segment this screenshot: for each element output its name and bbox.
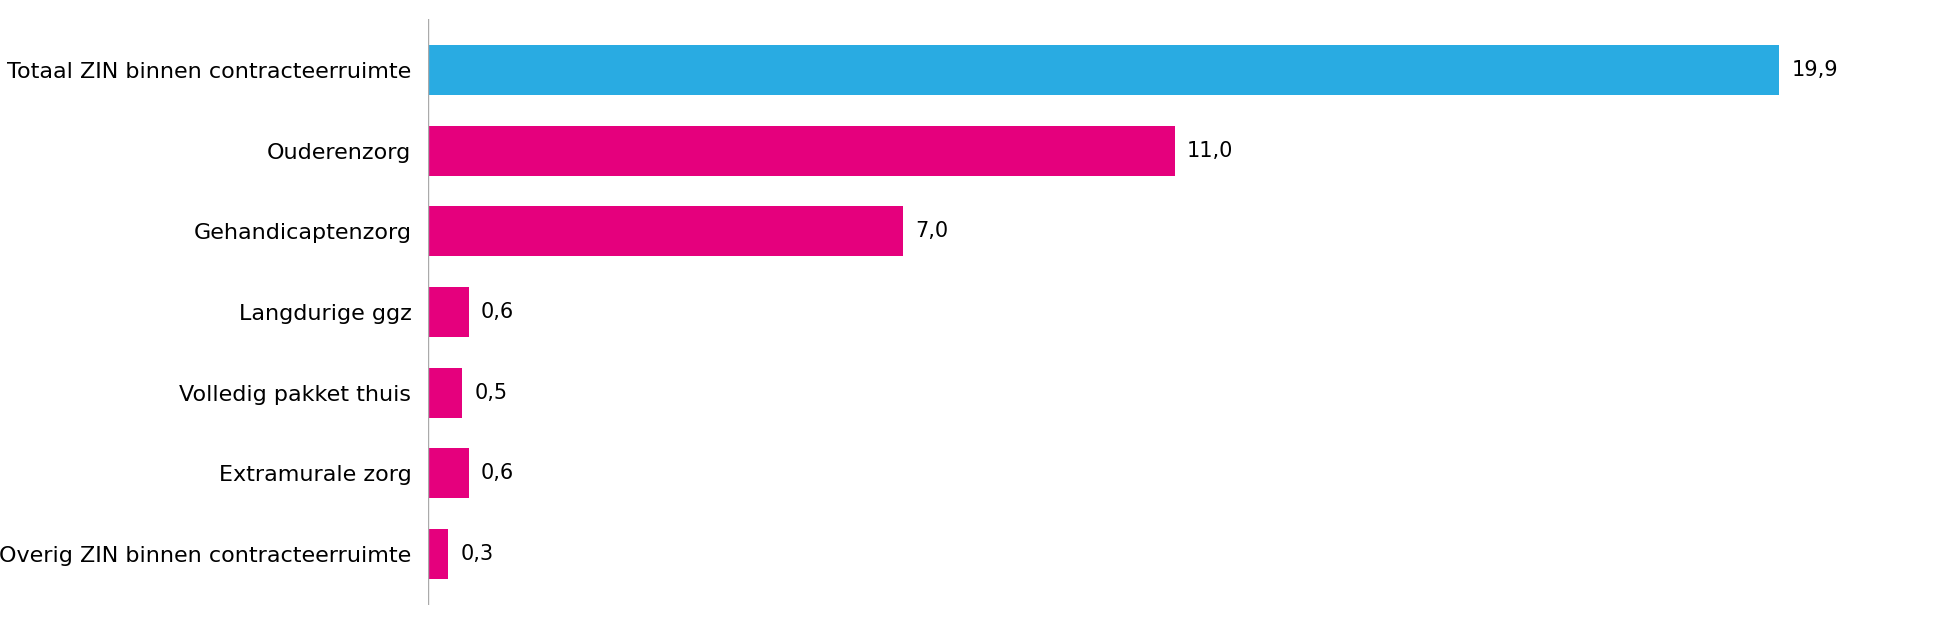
Bar	[428, 126, 1175, 176]
Text: 19,9: 19,9	[1790, 61, 1837, 80]
Bar	[428, 207, 903, 256]
Bar	[428, 287, 469, 337]
Bar	[428, 46, 1779, 95]
Text: 0,3: 0,3	[461, 544, 494, 563]
Text: 7,0: 7,0	[915, 222, 948, 241]
Text: 0,6: 0,6	[481, 463, 514, 483]
Text: 11,0: 11,0	[1187, 141, 1234, 161]
Bar	[428, 368, 461, 417]
Bar	[428, 529, 448, 578]
Text: 0,6: 0,6	[481, 302, 514, 322]
Bar	[428, 448, 469, 498]
Text: 0,5: 0,5	[475, 383, 508, 402]
